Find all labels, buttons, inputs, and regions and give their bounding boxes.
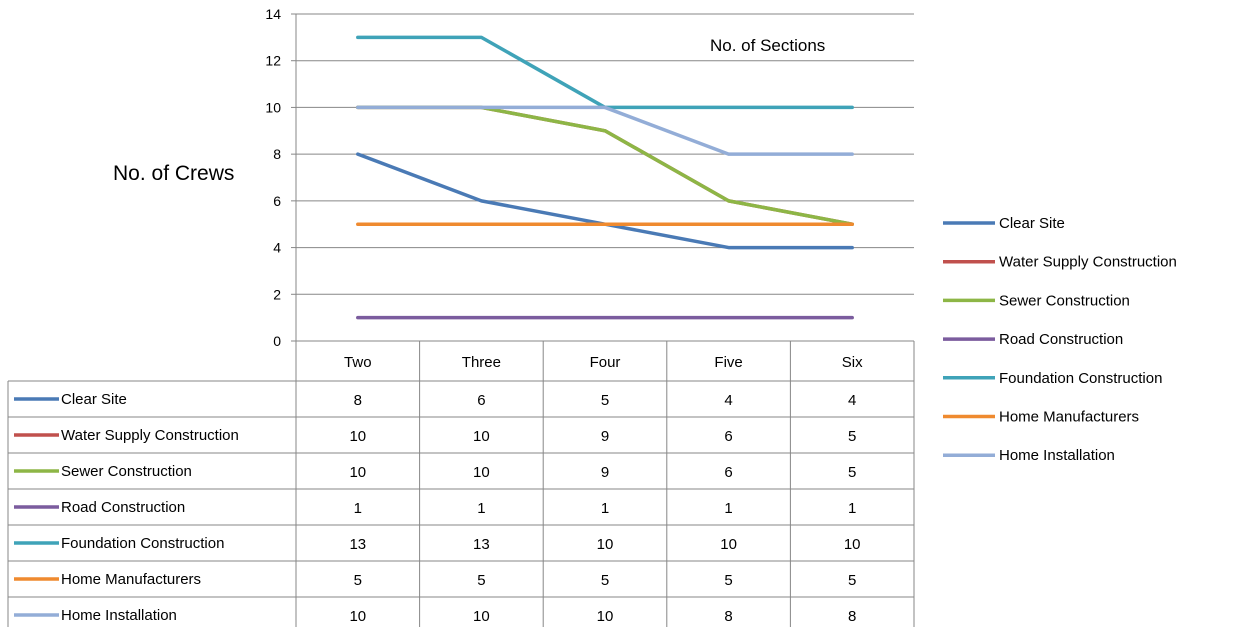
table-cell: 1 (601, 500, 609, 517)
y-tick-label: 10 (265, 99, 281, 115)
table-row-label: Home Installation (61, 607, 177, 624)
y-tick-label: 12 (265, 53, 281, 69)
y-axis-label: No. of Crews (113, 162, 234, 185)
grid-lines (296, 13, 914, 342)
chart-title: No. of Sections (710, 36, 825, 55)
data-table: Two Three Four Five Six Clear Site 8 6 5 4 4 Water … (7, 341, 915, 627)
legend-label: Clear Site (999, 215, 1065, 232)
table-cell: 6 (477, 392, 485, 409)
legend: Clear Site Water Supply Construction Sewer… (943, 215, 1177, 464)
y-tick-label: 6 (273, 193, 281, 209)
table-row-label: Foundation Construction (61, 535, 224, 552)
series-line (356, 105, 854, 156)
table-row-label: Road Construction (61, 499, 185, 516)
category-header: Three (462, 354, 501, 371)
series-line (356, 105, 854, 226)
table-cell: 5 (354, 572, 362, 589)
table-cell: 10 (720, 536, 737, 553)
y-tick-label: 14 (265, 6, 281, 22)
table-cell: 10 (473, 608, 490, 625)
table-cell: 10 (597, 608, 614, 625)
y-tick-label: 0 (273, 333, 281, 349)
table-cell: 5 (848, 428, 856, 445)
table-row-label: Home Manufacturers (61, 571, 201, 588)
table-cell: 5 (477, 572, 485, 589)
table-cell: 1 (724, 500, 732, 517)
category-header: Six (842, 354, 863, 371)
legend-label: Foundation Construction (999, 370, 1162, 387)
table-cell: 5 (724, 572, 732, 589)
table-cell: 10 (597, 536, 614, 553)
table-cell: 5 (601, 392, 609, 409)
legend-label: Road Construction (999, 331, 1123, 348)
table-cell: 9 (601, 464, 609, 481)
table-cell: 4 (724, 392, 732, 409)
table-row-label: Water Supply Construction (61, 427, 239, 444)
legend-label: Home Installation (999, 447, 1115, 464)
category-header: Five (714, 354, 742, 371)
table-cell: 5 (601, 572, 609, 589)
table-cell: 10 (473, 464, 490, 481)
category-header: Four (590, 354, 621, 371)
y-tick-label: 4 (273, 240, 281, 256)
table-row-label: Clear Site (61, 391, 127, 408)
table-cell: 8 (724, 608, 732, 625)
category-header: Two (344, 354, 372, 371)
table-cell: 6 (724, 464, 732, 481)
table-cell: 4 (848, 392, 856, 409)
table-cell: 10 (349, 608, 366, 625)
table-cell: 5 (848, 464, 856, 481)
y-tick-label: 2 (273, 286, 281, 302)
table-cell: 10 (349, 428, 366, 445)
table-row-label: Sewer Construction (61, 463, 192, 480)
y-axis: 0 2 4 6 8 10 12 14 (265, 6, 297, 349)
legend-label: Sewer Construction (999, 292, 1130, 309)
table-cell: 1 (477, 500, 485, 517)
table-cell: 8 (354, 392, 362, 409)
table-cell: 13 (473, 536, 490, 553)
series-lines (356, 35, 854, 320)
table-cell: 5 (848, 572, 856, 589)
table-cell: 6 (724, 428, 732, 445)
table-cell: 9 (601, 428, 609, 445)
series-line (356, 105, 854, 226)
table-cell: 1 (848, 500, 856, 517)
table-cell: 13 (349, 536, 366, 553)
legend-label: Home Manufacturers (999, 409, 1139, 426)
table-cell: 10 (349, 464, 366, 481)
table-cell: 10 (844, 536, 861, 553)
legend-label: Water Supply Construction (999, 254, 1177, 271)
table-cell: 1 (354, 500, 362, 517)
y-tick-label: 8 (273, 146, 281, 162)
table-cell: 10 (473, 428, 490, 445)
table-cell: 8 (848, 608, 856, 625)
